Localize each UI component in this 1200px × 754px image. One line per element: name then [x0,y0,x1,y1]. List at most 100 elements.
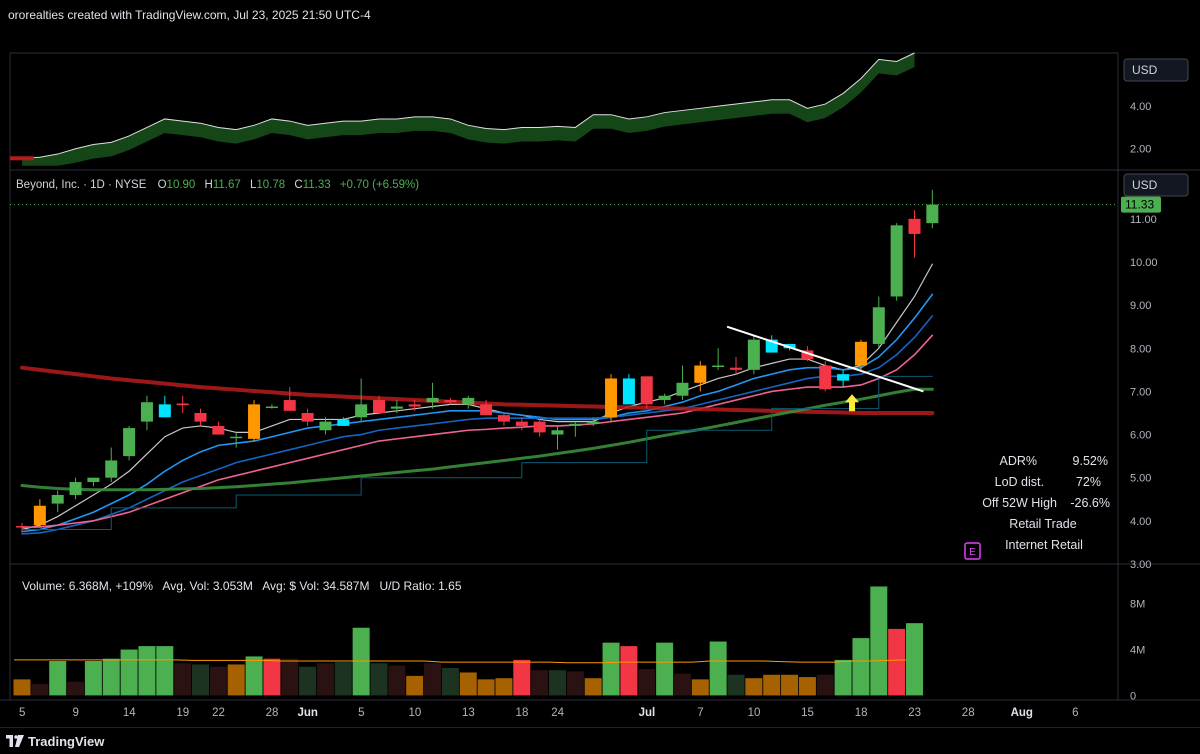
volume-scale: 0 4M 8M [1130,599,1145,703]
candle-body [194,412,207,422]
volume-bar [781,674,799,696]
volume-bar [584,678,602,696]
candle [355,378,368,422]
volume-bar [673,673,691,696]
rs-start-segment [10,156,34,161]
time-tick-label: 9 [72,707,78,719]
open-label: O [158,179,167,191]
last-price-badge: 11.33 [1121,196,1161,213]
candle-body [337,419,350,426]
rs-area-fill [22,53,915,166]
time-tick-label: 13 [462,707,475,719]
volume-average-line [14,659,907,664]
candle-body [373,400,385,413]
trendline[interactable] [726,325,924,393]
candle [837,369,850,388]
candle-body [622,378,635,405]
candle-body [854,341,867,366]
candle [283,387,296,411]
last-price-value: 11.33 [1125,198,1154,212]
candle [51,490,64,513]
candle [105,447,118,483]
time-tick-label: 5 [358,707,364,719]
off-high-label: Off 52W High [982,496,1057,510]
time-tick-label: 23 [908,707,921,719]
sector-label: Retail Trade [1009,517,1076,531]
candle [158,395,171,418]
candle-body [265,406,278,409]
candle-body [444,400,457,403]
lod-label: LoD dist. [995,475,1044,489]
time-tick-label: 18 [516,707,529,719]
volume-bar [192,664,209,696]
volume-bar [477,679,495,696]
price-tick-label: 4.00 [1130,516,1151,528]
price-currency-badge[interactable]: USD [1123,173,1189,197]
candle [497,412,510,426]
time-tick-label: 10 [408,707,421,719]
price-tick-label: 3.00 [1130,559,1151,571]
ma-line-step [21,375,933,530]
candle-body [551,430,564,435]
volume-bar [513,659,531,696]
candle [301,408,314,426]
open-value: 10.90 [167,179,196,191]
volume-bar [370,663,388,696]
price-panel: 3.00 4.00 5.00 6.00 7.00 8.00 9.00 10.00 11.00 1… [10,173,1189,571]
high-value: 11.67 [213,179,241,191]
volume-bar [566,671,584,696]
candle [390,400,403,413]
candle [730,356,742,375]
volume-bar [120,649,138,696]
candle-body [319,421,332,431]
relative-strength-panel: 2.00 4.00 USD [10,52,1189,166]
volume-bar [138,646,156,696]
adr-value: 9.52% [1073,454,1108,468]
candle [480,400,493,416]
candle-body [569,423,582,426]
chart-canvas[interactable]: 2.00 4.00 USD 3.00 4.00 5.00 6.00 7.00 8.00 9.0… [0,30,1200,727]
price-tick-label: 10.00 [1130,257,1158,269]
candle [212,421,225,435]
candle [194,408,207,426]
close-label: C [294,179,302,191]
earnings-marker[interactable]: E [964,542,981,560]
volume-bar [763,674,781,696]
volume-bar [227,664,245,696]
price-tick-label: 6.00 [1130,430,1151,442]
symbol-legend[interactable]: Beyond, Inc. · 1D · NYSE O10.90 H11.67 L… [16,179,419,191]
candle-body [87,477,100,483]
candle-body [230,436,243,439]
candle [373,395,385,413]
time-tick-label: 6 [1072,707,1078,719]
candle-body [69,482,82,495]
candle [444,397,457,405]
candle-body [712,365,725,368]
off-high-value: -26.6% [1070,496,1110,510]
volume-bar [656,642,674,696]
price-scale: 3.00 4.00 5.00 6.00 7.00 8.00 9.00 10.00 11.00 [1130,214,1158,571]
time-tick-label: Jun [298,707,318,719]
rs-price-scale: 2.00 4.00 [1130,101,1151,156]
time-tick-label: 28 [962,707,975,719]
credit-text: ororealties created with TradingView.com… [8,8,371,22]
close-value: 11.33 [303,179,331,191]
rs-currency-badge[interactable]: USD [1123,58,1189,82]
time-tick-label: 22 [212,707,225,719]
adr-label: ADR% [999,454,1037,468]
candle-body [730,367,742,370]
earnings-marker-label: E [969,547,976,558]
candle [426,382,439,409]
candlesticks [16,189,939,532]
candle-body [33,505,46,526]
candle-body [158,404,171,418]
volume-bar [638,669,656,696]
volume-bar [316,663,334,696]
candle [408,400,421,411]
volume-tick-label: 4M [1130,645,1145,657]
ma-line-ma200_red [20,365,935,415]
candle [337,417,350,426]
tradingview-brand: TradingView [28,734,105,749]
candle [712,348,725,370]
rs-tick-label: 4.00 [1130,101,1151,113]
